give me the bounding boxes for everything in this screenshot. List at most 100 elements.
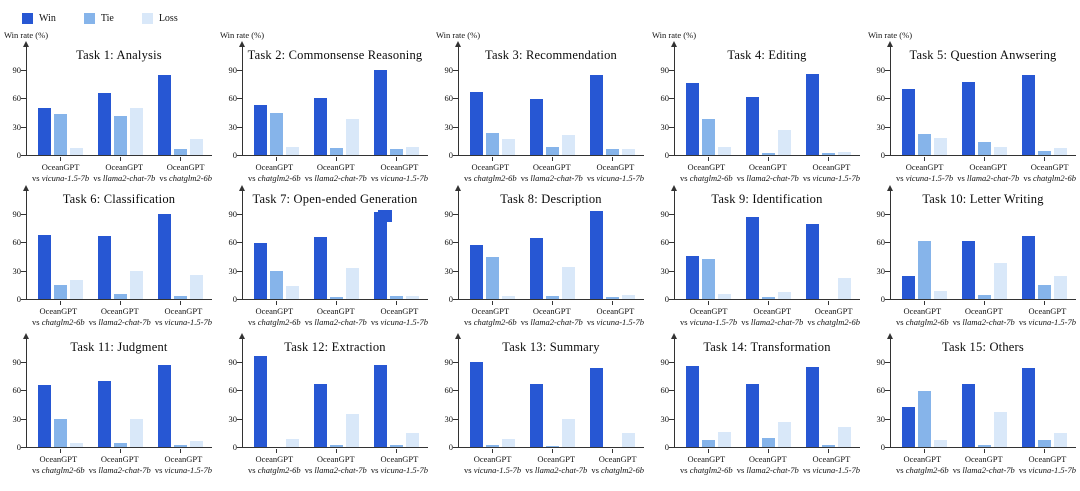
x-tick-mark — [1044, 157, 1045, 161]
x-category-label: OceanGPT vs llama2-chat-7b — [736, 162, 799, 184]
y-tick-mark — [21, 390, 26, 391]
chart-title: Task 4: Editing — [727, 48, 807, 62]
y-axis-arrow-icon — [455, 333, 461, 339]
x-category-label: OceanGPT vs vicuna-1.5-7b — [154, 306, 212, 328]
bar-win — [253, 242, 267, 299]
bar-group-vs-llama2-chat-7b — [529, 238, 575, 305]
y-axis-line — [458, 336, 459, 448]
y-axis-arrow-icon — [239, 41, 245, 47]
y-tick-mark — [885, 213, 890, 215]
x-tick-mark — [924, 301, 925, 305]
bar-loss — [129, 108, 143, 155]
y-tick-mark — [237, 69, 242, 71]
y-axis-arrow-icon — [671, 185, 677, 191]
x-category-label: OceanGPT vs chatglm2-6b — [680, 162, 733, 184]
bar-loss — [129, 270, 143, 299]
chart-task-15: Task 15: Others 0 30 60 90 OceanGPT vs chatglm… — [864, 333, 1080, 484]
y-tick-label: 90 — [660, 208, 670, 219]
plot-area: Task 7: Open-ended Generation 0 30 60 90 — [216, 185, 428, 305]
x-category-label: OceanGPT vs vicuna-1.5-7b — [586, 306, 644, 328]
bar-group-vs-llama2-chat-7b — [97, 381, 143, 453]
chart-title: Task 11: Judgment — [70, 340, 168, 354]
bar-loss — [777, 130, 791, 155]
y-tick-label: 30 — [12, 121, 22, 132]
x-tick-mark — [60, 157, 61, 161]
x-tick-mark — [984, 157, 985, 161]
x-axis-line — [26, 155, 212, 156]
bar-tie — [701, 259, 715, 299]
plot-area: Task 8: Description 0 30 60 90 — [432, 185, 644, 305]
bar-groups — [894, 75, 1074, 161]
x-tick-mark — [768, 449, 769, 453]
y-tick-label: 0 — [16, 442, 21, 452]
bar-win — [253, 355, 267, 447]
bar-groups — [678, 74, 858, 161]
bar-tie — [389, 149, 403, 155]
y-tick-label: 30 — [444, 413, 454, 424]
y-tick-mark — [21, 69, 26, 71]
x-category-label: OceanGPT vs llama2-chat-7b — [304, 306, 367, 328]
bar-win — [805, 74, 819, 155]
y-axis-line — [242, 336, 243, 448]
y-tick-label: 0 — [664, 294, 669, 304]
y-tick-label: 90 — [876, 356, 886, 367]
bar-tie — [1037, 284, 1051, 299]
x-axis-labels: OceanGPT vs chatglm2-6b OceanGPT vs llama2-… — [462, 162, 646, 185]
bar-loss — [621, 295, 635, 299]
y-tick-label: 60 — [444, 237, 454, 247]
bar-loss — [285, 285, 299, 299]
bar-win — [745, 97, 759, 155]
y-tick-label: 0 — [664, 442, 669, 452]
bar-loss — [189, 441, 203, 447]
y-axis-arrow-icon — [671, 333, 677, 339]
bar-group-vs-vicuna-1.5-7b — [157, 213, 203, 305]
bar-win — [1021, 236, 1035, 299]
y-tick-mark — [453, 242, 458, 243]
x-axis-line — [458, 447, 644, 448]
chart-title: Task 6: Classification — [62, 192, 176, 206]
bar-group-vs-llama2-chat-7b — [313, 98, 359, 161]
y-tick-label: 30 — [660, 265, 670, 276]
bar-group-vs-chatglm2-6b — [37, 385, 83, 453]
x-axis-labels: OceanGPT vs vicuna-1.5-7b OceanGPT vs llama… — [678, 306, 862, 329]
x-category-label: OceanGPT vs llama2-chat-7b — [304, 162, 367, 184]
y-tick-label: 30 — [660, 413, 670, 424]
bar-group-vs-llama2-chat-7b — [961, 81, 1007, 161]
y-tick-label: 30 — [12, 265, 22, 276]
y-axis-line — [458, 44, 459, 156]
y-tick-label: 60 — [444, 385, 454, 395]
y-tick-mark — [669, 126, 674, 128]
chart-title: Task 10: Letter Writing — [922, 192, 1044, 206]
y-tick-mark — [21, 418, 26, 420]
x-tick-mark — [924, 157, 925, 161]
x-axis-labels: OceanGPT vs vicuna-1.5-7b OceanGPT vs llama… — [894, 162, 1078, 185]
x-tick-mark — [396, 157, 397, 161]
bar-group-vs-llama2-chat-7b — [745, 384, 791, 453]
bar-win — [589, 368, 603, 447]
bar-group-vs-chatglm2-6b — [589, 368, 635, 453]
x-category-label: OceanGPT vs chatglm2-6b — [159, 162, 212, 184]
x-tick-mark — [120, 449, 121, 453]
y-tick-mark — [453, 447, 458, 448]
x-category-label: OceanGPT vs vicuna-1.5-7b — [680, 306, 738, 328]
y-tick-label: 90 — [12, 64, 22, 75]
bar-group-vs-chatglm2-6b — [901, 241, 947, 305]
x-tick-mark — [1044, 449, 1045, 453]
bar-tie — [761, 153, 775, 155]
y-tick-mark — [21, 155, 26, 156]
bar-loss — [189, 275, 203, 299]
y-tick-mark — [453, 299, 458, 300]
y-tick-mark — [237, 447, 242, 448]
y-tick-label: 60 — [12, 385, 22, 395]
x-axis-line — [674, 299, 860, 300]
y-tick-label: 90 — [444, 64, 454, 75]
bar-tie — [605, 149, 619, 155]
plot-area: Task 13: Summary 0 30 60 90 — [432, 333, 644, 453]
y-axis-line — [26, 336, 27, 448]
bar-win — [313, 237, 327, 299]
chart-task-6: Task 6: Classification 0 30 60 90 OceanGPT vs … — [0, 185, 216, 336]
x-axis-labels: OceanGPT vs chatglm2-6b OceanGPT vs llama2-… — [678, 454, 862, 477]
bar-group-vs-chatglm2-6b — [685, 366, 731, 453]
bar-groups — [678, 217, 858, 305]
bar-tie — [53, 114, 67, 155]
